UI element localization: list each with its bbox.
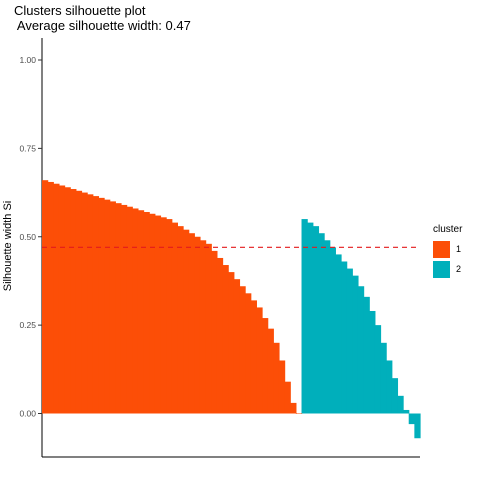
silhouette-bar-cluster-1 xyxy=(126,206,133,414)
silhouette-bar-cluster-1 xyxy=(256,307,263,414)
silhouette-bar-cluster-1 xyxy=(267,328,274,414)
silhouette-bar-cluster-1 xyxy=(188,233,195,414)
silhouette-bar-cluster-1 xyxy=(290,402,297,414)
legend-title: cluster xyxy=(433,224,463,235)
legend-swatch-1 xyxy=(433,240,450,258)
silhouette-bar-cluster-2 xyxy=(397,395,404,414)
silhouette-bar-cluster-1 xyxy=(75,190,83,414)
silhouette-bar-cluster-2 xyxy=(352,275,359,414)
silhouette-bar-cluster-2 xyxy=(301,219,308,414)
silhouette-bar-cluster-1 xyxy=(233,279,241,414)
y-tick-label: 0.00 xyxy=(19,409,36,419)
silhouette-bar-cluster-1 xyxy=(250,300,257,414)
silhouette-bar-cluster-2 xyxy=(312,226,320,414)
silhouette-bar-cluster-1 xyxy=(262,318,269,414)
silhouette-bar-cluster-2 xyxy=(374,325,382,414)
silhouette-bar-cluster-1 xyxy=(64,187,71,414)
y-axis-label: Silhouette width Si xyxy=(2,200,14,292)
silhouette-bar-cluster-1 xyxy=(98,197,105,414)
silhouette-bar-cluster-2 xyxy=(391,378,399,414)
silhouette-bar-cluster-2 xyxy=(307,222,314,414)
legend-swatch-2 xyxy=(433,260,450,278)
legend-item-cluster-1: 1 xyxy=(433,239,462,259)
silhouette-bar-cluster-2 xyxy=(386,360,393,414)
silhouette-bar-cluster-2 xyxy=(329,247,336,414)
y-tick-label: 0.25 xyxy=(19,320,36,330)
silhouette-bar-cluster-1 xyxy=(120,204,128,414)
legend-label-2: 2 xyxy=(456,264,462,274)
silhouette-bar-cluster-1 xyxy=(87,194,94,414)
chart-title: Clusters silhouette plot xyxy=(14,3,146,18)
silhouette-bar-cluster-1 xyxy=(177,226,184,414)
silhouette-bar-cluster-1 xyxy=(143,212,150,414)
silhouette-bar-cluster-1 xyxy=(194,236,201,414)
silhouette-bar-cluster-1 xyxy=(211,250,218,414)
silhouette-bar-cluster-2 xyxy=(318,233,325,414)
y-tick-label: 0.50 xyxy=(19,232,36,242)
silhouette-bar-cluster-1 xyxy=(154,215,162,414)
silhouette-bar-cluster-2 xyxy=(346,268,353,414)
silhouette-bar-cluster-1 xyxy=(273,342,280,414)
silhouette-bar-cluster-1 xyxy=(42,180,49,414)
silhouette-bar-cluster-2 xyxy=(363,296,370,414)
silhouette-bar-cluster-2 xyxy=(324,240,331,414)
silhouette-bar-cluster-2 xyxy=(335,254,342,414)
silhouette-bar-cluster-2 xyxy=(341,261,348,414)
silhouette-bar-cluster-1 xyxy=(137,210,145,414)
silhouette-bar-cluster-1 xyxy=(239,286,246,414)
silhouette-bar-cluster-2 xyxy=(408,413,415,425)
silhouette-bar-cluster-1 xyxy=(132,208,139,414)
silhouette-bar-cluster-1 xyxy=(183,229,190,414)
silhouette-bar-cluster-1 xyxy=(171,222,179,414)
legend: cluster 1 2 xyxy=(433,224,462,279)
silhouette-bar-cluster-1 xyxy=(53,183,60,414)
silhouette-bar-cluster-1 xyxy=(228,272,235,414)
silhouette-bar-cluster-1 xyxy=(166,219,173,414)
silhouette-bar-cluster-2 xyxy=(414,413,421,439)
silhouette-bar-cluster-2 xyxy=(380,342,387,414)
silhouette-bar-cluster-1 xyxy=(245,293,252,414)
silhouette-bars xyxy=(42,180,421,439)
legend-item-cluster-2: 2 xyxy=(433,259,462,279)
silhouette-bar-cluster-1 xyxy=(109,201,116,414)
silhouette-bar-cluster-1 xyxy=(58,185,66,414)
silhouette-bar-cluster-1 xyxy=(92,196,100,414)
chart-subtitle: Average silhouette width: 0.47 xyxy=(14,18,191,33)
silhouette-bar-cluster-2 xyxy=(403,409,410,414)
silhouette-bar-cluster-1 xyxy=(70,189,77,414)
silhouette-bar-cluster-1 xyxy=(216,257,224,414)
silhouette-bar-cluster-1 xyxy=(81,192,88,414)
y-tick-label: 0.75 xyxy=(19,143,36,153)
silhouette-bar-cluster-1 xyxy=(295,413,303,414)
silhouette-bar-cluster-1 xyxy=(199,240,207,414)
silhouette-bar-cluster-1 xyxy=(284,381,291,414)
silhouette-bar-cluster-1 xyxy=(278,360,286,414)
silhouette-bar-cluster-1 xyxy=(104,199,111,414)
silhouette-bar-cluster-2 xyxy=(357,286,365,414)
silhouette-bar-cluster-1 xyxy=(222,265,229,414)
silhouette-bar-cluster-1 xyxy=(149,213,156,414)
silhouette-bar-cluster-1 xyxy=(47,181,54,414)
y-tick-label: 1.00 xyxy=(19,55,36,65)
silhouette-bar-cluster-1 xyxy=(160,217,167,414)
silhouette-bar-cluster-1 xyxy=(205,243,212,414)
silhouette-bar-cluster-1 xyxy=(115,203,122,414)
silhouette-bar-cluster-2 xyxy=(369,310,376,414)
legend-label-1: 1 xyxy=(456,244,462,254)
